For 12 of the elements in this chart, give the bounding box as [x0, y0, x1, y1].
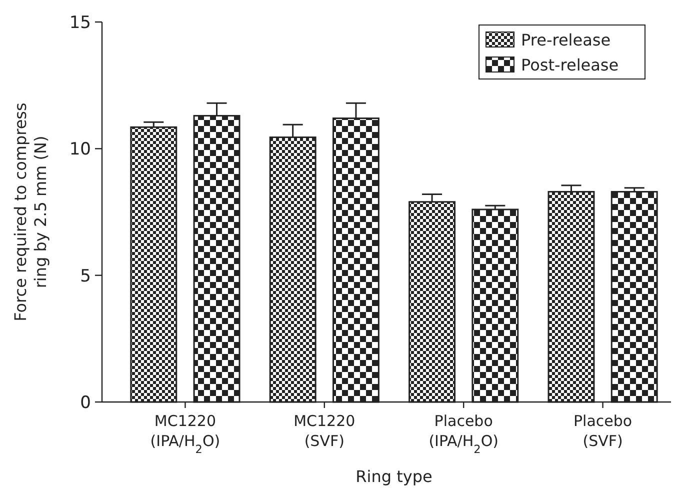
y-axis-title: Force required to compress ring by 2.5 mm (N): [11, 102, 50, 322]
legend-label: Pre-release: [521, 30, 611, 50]
y-tick-label: 10: [69, 140, 91, 160]
y-tick-label: 15: [69, 12, 91, 33]
x-axis-title: Ring type: [356, 467, 432, 486]
y-tick-label: 0: [80, 392, 91, 413]
x-tick-label: Placebo (SVF): [573, 412, 632, 450]
x-tick-label: MC1220 (SVF): [294, 412, 356, 450]
x-tick-label: MC1220 (IPA/H$_{2}$O): [150, 412, 220, 456]
y-tick-label: 5: [80, 266, 91, 286]
legend-label: Post-release: [521, 56, 619, 75]
x-tick-label: Placebo (IPA/H$_{2}$O): [428, 412, 499, 456]
